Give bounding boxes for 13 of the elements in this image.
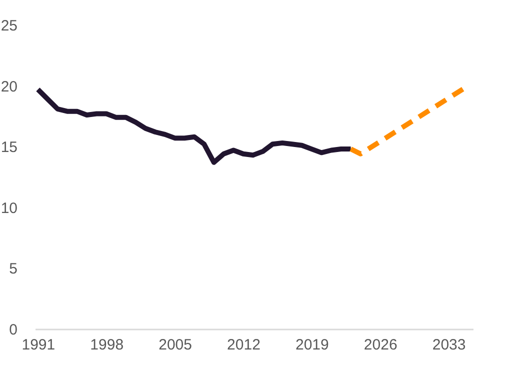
x-tick-label: 2019 (295, 336, 329, 354)
y-tick-label: 10 (0, 200, 18, 217)
y-tick-label: 5 (9, 260, 18, 278)
y-tick-label: 0 (9, 322, 18, 338)
x-tick-label: 2005 (158, 336, 192, 354)
x-tick-label: 1998 (90, 336, 124, 354)
x-tick-label: 2033 (432, 336, 466, 354)
y-tick-label: 15 (0, 139, 18, 156)
y-tick-label: 25 (0, 18, 18, 34)
x-tick-label: 2012 (227, 336, 260, 354)
y-tick-label: 20 (0, 78, 18, 96)
x-tick-label: 2026 (364, 336, 398, 354)
x-tick-label: 1991 (22, 336, 56, 354)
